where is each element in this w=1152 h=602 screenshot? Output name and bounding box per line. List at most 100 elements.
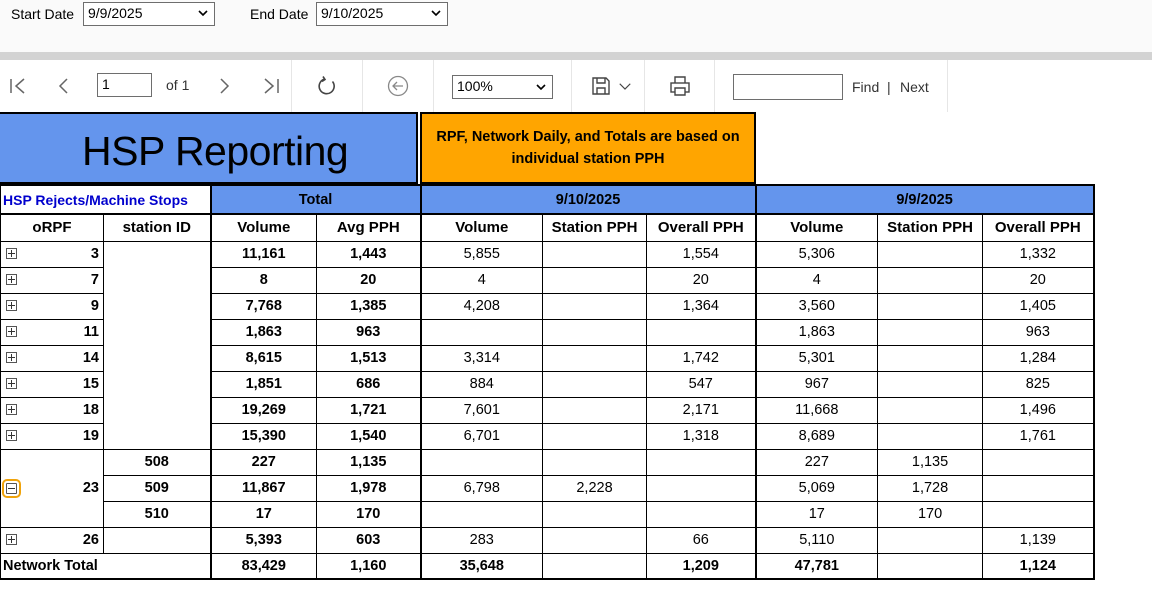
table-row: 15 1,851 686 884 547 967 825 [0,370,1095,398]
volume-date2-cell: 17 [755,500,879,528]
total-volume-cell: 1,851 [209,370,318,398]
volume-date2-cell: 47,781 [755,552,879,580]
back-to-parent-icon[interactable] [386,74,410,98]
find-separator: | [887,79,891,95]
station-pph-date1-cell [542,266,648,294]
group-date1-header: 9/10/2025 [420,184,757,215]
volume-date2-cell: 5,306 [755,240,879,268]
station-pph-date2-cell [877,422,984,450]
station-pph-date2-cell: 1,728 [877,474,984,502]
expand-toggle-icon[interactable] [6,533,17,545]
next-page-icon[interactable] [212,74,236,98]
col-header-station-id: station ID [102,213,212,242]
expand-toggle-icon[interactable] [6,273,17,285]
zoom-select[interactable]: 100% [452,75,553,99]
rpf-value: 23 [82,480,99,496]
column-header-row: oRPF station ID Volume Avg PPH Volume St… [0,213,1095,242]
overall-pph-date1-cell: 2,171 [646,396,757,424]
volume-date1-cell: 6,798 [420,474,544,502]
col-header-avg-pph: Avg PPH [316,213,422,242]
find-input[interactable] [733,74,843,100]
expand-toggle-icon[interactable] [6,325,17,337]
volume-date2-cell: 5,110 [755,526,879,554]
last-page-icon[interactable] [259,74,283,98]
rpf-value: 14 [82,350,99,366]
hsp-rejects-link[interactable]: HSP Rejects/Machine Stops [0,184,212,215]
start-date-select[interactable]: 9/9/2025 [83,2,215,26]
overall-pph-date1-cell: 1,318 [646,422,757,450]
print-icon[interactable] [668,74,692,98]
volume-date2-cell: 3,560 [755,292,879,320]
volume-date1-cell: 4 [420,266,544,294]
save-icon[interactable] [589,74,613,98]
rpf-value: 18 [82,402,99,418]
volume-date2-cell: 11,668 [755,396,879,424]
avg-pph-cell: 603 [316,526,422,554]
previous-page-icon[interactable] [52,74,76,98]
toolbar-divider [947,60,948,112]
overall-pph-date2-cell: 963 [982,318,1095,346]
avg-pph-cell: 1,160 [316,552,422,580]
first-page-icon[interactable] [6,74,30,98]
expand-toggle-icon[interactable] [6,377,17,389]
station-id-cell: 508 [102,448,212,476]
network-total-row: Network Total 83,429 1,160 35,648 1,209 … [0,552,1095,580]
total-volume-cell: 8 [209,266,318,294]
table-row-expanded: 23 508 227 1,135 227 1,135 [0,448,1095,528]
total-volume-cell: 1,863 [209,318,318,346]
station-pph-date2-cell [877,526,984,554]
page-number-input[interactable]: 1 [97,73,152,97]
expand-toggle-icon[interactable] [6,403,17,415]
page-count-label: of 1 [166,77,190,93]
group-header-row: HSP Rejects/Machine Stops Total 9/10/202… [0,184,1095,215]
report-title: HSP Reporting [82,128,349,174]
total-volume-cell: 11,161 [209,240,318,268]
expand-toggle-icon[interactable] [6,247,17,259]
station-pph-date1-cell [542,500,648,528]
overall-pph-date2-cell: 825 [982,370,1095,398]
overall-pph-date2-cell [982,448,1095,476]
overall-pph-date2-cell: 1,761 [982,422,1095,450]
find-button[interactable]: Find [852,79,880,95]
avg-pph-cell: 170 [316,500,422,528]
volume-date2-cell: 967 [755,370,879,398]
page-number-value: 1 [102,76,110,92]
end-date-label: End Date [250,6,309,22]
volume-date1-cell: 5,855 [420,240,544,268]
start-date-label: Start Date [11,6,75,22]
toolbar-divider [291,60,292,112]
rpf-value: 7 [90,272,99,288]
end-date-select[interactable]: 9/10/2025 [316,2,448,26]
station-id-cell [102,240,212,450]
overall-pph-date2-cell: 1,496 [982,396,1095,424]
expand-toggle-icon[interactable] [6,351,17,363]
table-row-expanded: 510 17 170 17 170 [1,500,1095,528]
toolbar-divider [433,60,434,112]
station-pph-date1-cell [542,552,648,580]
rpf-cell: 14 [0,344,104,372]
total-volume-cell: 7,768 [209,292,318,320]
volume-date1-cell: 4,208 [420,292,544,320]
volume-date1-cell: 7,601 [420,396,544,424]
expand-toggle-icon[interactable] [6,299,17,311]
rpf-cell: 26 [0,526,104,554]
overall-pph-date1-cell: 547 [646,370,757,398]
avg-pph-cell: 1,443 [316,240,422,268]
expand-toggle-icon[interactable] [6,429,17,441]
col-header-overall-pph-date1: Overall PPH [646,213,757,242]
volume-date1-cell: 35,648 [420,552,544,580]
rpf-value: 9 [90,298,99,314]
toolbar-divider [571,60,572,112]
station-pph-date1-cell [542,292,648,320]
find-next-button[interactable]: Next [900,79,929,95]
toolbar-divider [644,60,645,112]
volume-date2-cell: 227 [755,448,879,476]
refresh-icon[interactable] [315,74,339,98]
chevron-down-icon [198,10,208,17]
station-pph-date1-cell [542,422,648,450]
station-id-cell: 509 [102,474,212,502]
export-chevron-down-icon[interactable] [616,74,634,98]
volume-date2-cell: 8,689 [755,422,879,450]
collapse-toggle-icon[interactable] [2,478,21,498]
rpf-value: 19 [82,428,99,444]
